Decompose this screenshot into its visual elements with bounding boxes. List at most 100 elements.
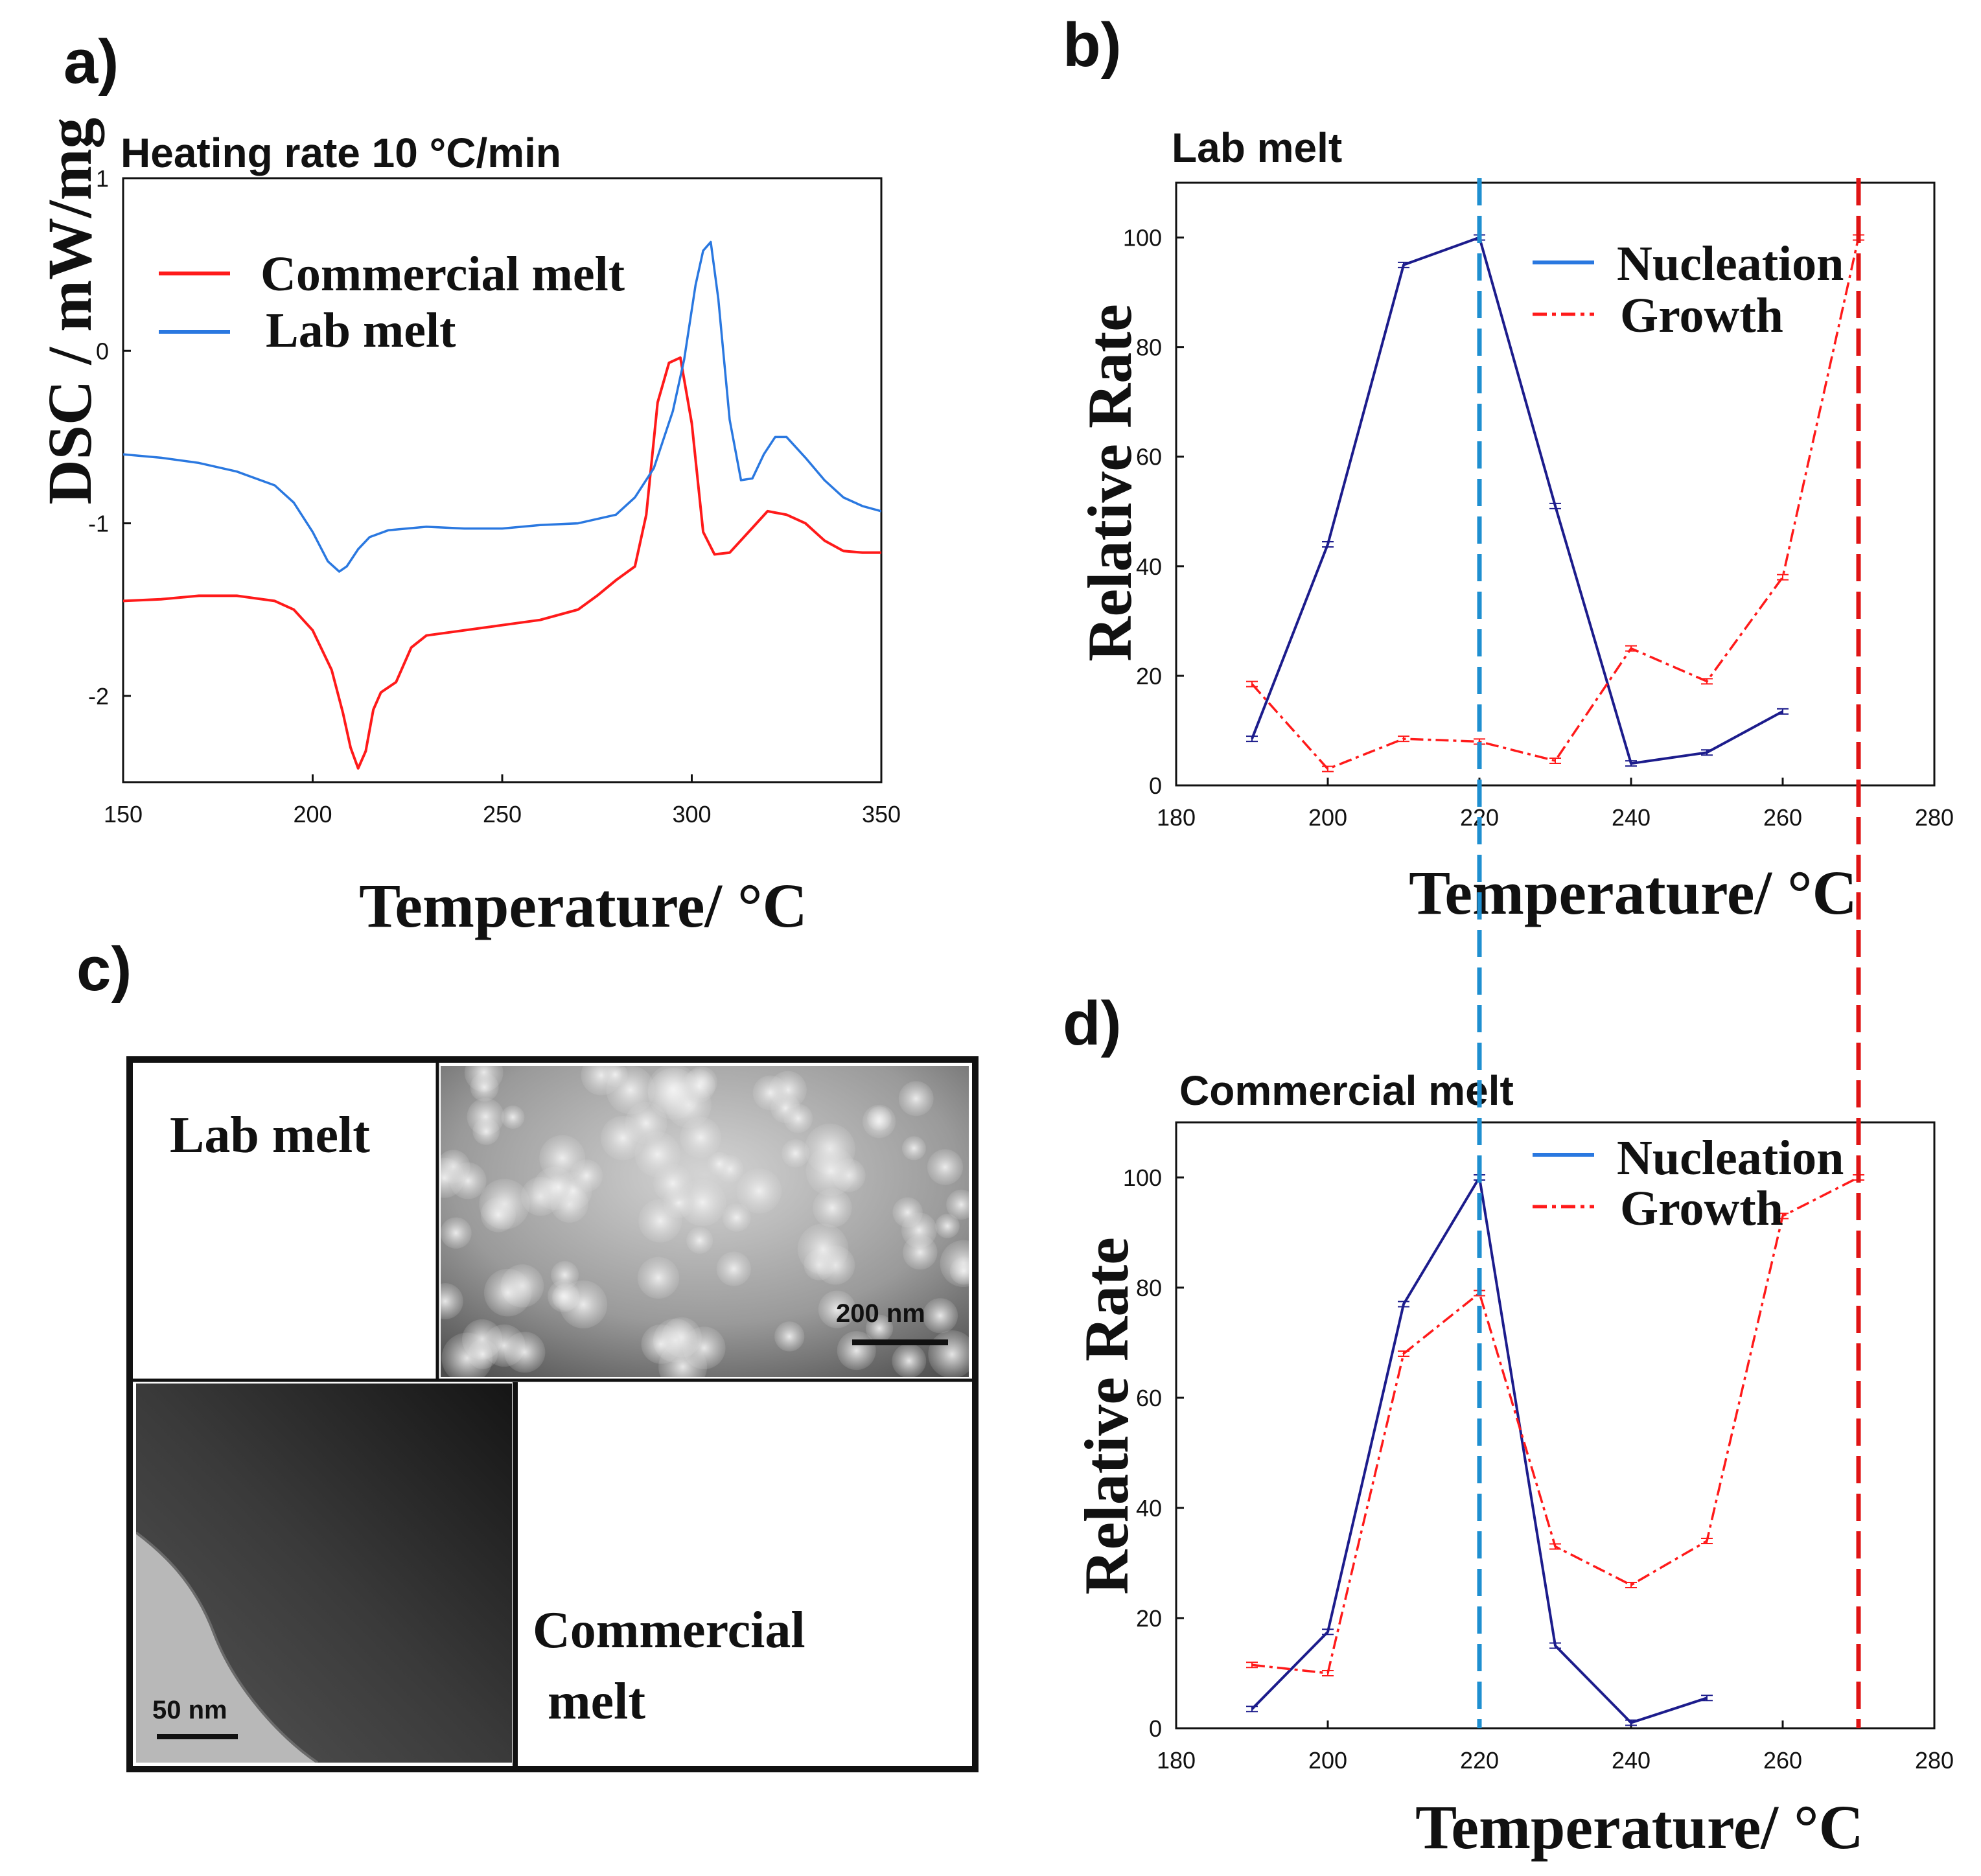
panel-a-series bbox=[123, 240, 881, 770]
sem-particle bbox=[548, 1280, 580, 1312]
sem-particle bbox=[783, 1104, 813, 1133]
sem-particle bbox=[653, 1164, 693, 1203]
x-tick-label: 300 bbox=[672, 801, 711, 828]
sem-particle bbox=[946, 1189, 969, 1220]
x-tick-label: 260 bbox=[1763, 1747, 1802, 1774]
series-line-lab-melt bbox=[123, 240, 881, 573]
sem-particle bbox=[949, 1256, 969, 1285]
y-tick-label: -2 bbox=[88, 683, 109, 710]
x-tick-label: 250 bbox=[483, 801, 522, 828]
sem-particle bbox=[736, 1168, 782, 1214]
x-tick-label: 350 bbox=[862, 801, 901, 828]
legend-label-growth: Growth bbox=[1620, 288, 1783, 343]
x-tick-label: 260 bbox=[1763, 804, 1802, 831]
sem-particle bbox=[901, 1136, 926, 1161]
sem-particle bbox=[686, 1227, 713, 1254]
sem-particle bbox=[449, 1162, 487, 1199]
sem-particle bbox=[678, 1179, 726, 1226]
sem-particle bbox=[865, 1314, 894, 1342]
sem-particle bbox=[903, 1234, 938, 1270]
legend-label-nucleation: Nucleation bbox=[1617, 1131, 1844, 1185]
panel-b-xlabel: Temperature/ °C bbox=[1409, 858, 1857, 927]
y-tick-label: 60 bbox=[1136, 1385, 1162, 1411]
panel-a-ticks: 150 200 250 300 350 1 0 -1 -2 bbox=[88, 165, 901, 828]
panel-d-legend: Nucleation Growth bbox=[1533, 1131, 1844, 1236]
x-tick-label: 180 bbox=[1157, 804, 1196, 831]
y-tick-label: 40 bbox=[1136, 553, 1162, 580]
sem-particle bbox=[484, 1269, 532, 1317]
panel-d-title: Commercial melt bbox=[1179, 1067, 1514, 1114]
y-tick-label: 80 bbox=[1136, 1275, 1162, 1301]
panel-b-legend: Nucleation Growth bbox=[1533, 237, 1844, 343]
label-commercial-line2: melt bbox=[548, 1673, 645, 1730]
sem-image-lab-melt bbox=[441, 1066, 969, 1377]
tem-image-commercial-melt bbox=[136, 1384, 512, 1763]
sem-particle bbox=[797, 1223, 849, 1275]
y-tick-label: 0 bbox=[1149, 1715, 1162, 1742]
panel-c-microscopy: c) Lab melt 200 nm 50 nm Commercial melt bbox=[76, 934, 979, 1772]
sem-particle bbox=[892, 1343, 927, 1377]
sem-particle bbox=[863, 1105, 896, 1139]
panel-a-letter: a) bbox=[64, 27, 119, 97]
panel-b-letter: b) bbox=[1063, 10, 1122, 80]
sem-particle bbox=[546, 1175, 571, 1199]
y-tick-label: 0 bbox=[96, 338, 109, 364]
sem-particle bbox=[641, 1324, 681, 1364]
temperature-guide-lines bbox=[1477, 178, 1861, 1728]
y-tick-label: 20 bbox=[1136, 1605, 1162, 1632]
panel-b-series bbox=[1246, 234, 1864, 772]
y-tick-label: 20 bbox=[1136, 663, 1162, 689]
y-tick-label: 1 bbox=[96, 165, 109, 192]
sem-particle bbox=[927, 1149, 964, 1185]
sem-particle bbox=[781, 1139, 810, 1168]
sem-particle bbox=[680, 1117, 721, 1159]
series-line-nucleation bbox=[1251, 236, 1783, 765]
y-tick-label: -1 bbox=[88, 511, 109, 537]
panel-b-title: Lab melt bbox=[1172, 124, 1342, 171]
legend-label-lab: Lab melt bbox=[266, 303, 456, 358]
panel-a-title: Heating rate 10 °C/min bbox=[121, 130, 561, 176]
panel-d-commercial-melt-chart: d) Commercial melt 180 200 220 240 260 280 0 20… bbox=[1063, 989, 1954, 1862]
sem-particle bbox=[818, 1290, 856, 1328]
x-tick-label: 200 bbox=[1308, 804, 1347, 831]
sem-particle bbox=[441, 1217, 472, 1249]
x-tick-label: 180 bbox=[1157, 1747, 1196, 1774]
sem-particle bbox=[813, 1188, 852, 1228]
panel-d-ylabel: Relative Rate bbox=[1072, 1237, 1141, 1595]
y-tick-label: 40 bbox=[1136, 1495, 1162, 1522]
series-line-commercial-melt bbox=[123, 356, 881, 770]
sem-particle bbox=[603, 1066, 628, 1087]
sem-particle bbox=[935, 1214, 960, 1238]
sem-particle bbox=[752, 1075, 788, 1111]
scale-bar-50nm bbox=[157, 1734, 238, 1739]
panel-b-plot-frame bbox=[1175, 181, 1936, 787]
panel-d-xlabel: Temperature/ °C bbox=[1415, 1792, 1864, 1862]
x-tick-label: 240 bbox=[1612, 804, 1651, 831]
panel-b-ylabel: Relative Rate bbox=[1075, 304, 1144, 662]
y-tick-label: 100 bbox=[1123, 225, 1162, 251]
panel-a-xlabel: Temperature/ °C bbox=[359, 871, 807, 940]
legend-label-commercial: Commercial melt bbox=[261, 247, 625, 301]
sem-particle bbox=[722, 1203, 751, 1232]
sem-particle bbox=[470, 1072, 499, 1102]
x-tick-label: 150 bbox=[104, 801, 143, 828]
panel-d-ticks: 180 200 220 240 260 280 0 20 40 60 80 100 bbox=[1123, 1164, 1954, 1774]
y-tick-label: 100 bbox=[1123, 1164, 1162, 1191]
sem-particle bbox=[774, 1321, 805, 1352]
sem-particle bbox=[637, 1256, 680, 1299]
x-tick-label: 280 bbox=[1915, 804, 1954, 831]
sem-particle bbox=[601, 1116, 645, 1161]
sem-particle bbox=[441, 1283, 463, 1319]
sem-particle bbox=[570, 1159, 603, 1192]
sem-particle bbox=[716, 1251, 751, 1286]
sem-particle bbox=[501, 1106, 525, 1129]
sem-particle bbox=[638, 1199, 682, 1243]
sem-particle bbox=[837, 1331, 876, 1371]
scale-bar-200nm bbox=[852, 1339, 948, 1345]
sem-particle bbox=[480, 1197, 516, 1233]
y-tick-label: 60 bbox=[1136, 444, 1162, 470]
sem-particle bbox=[805, 1146, 856, 1196]
x-tick-label: 280 bbox=[1915, 1747, 1954, 1774]
